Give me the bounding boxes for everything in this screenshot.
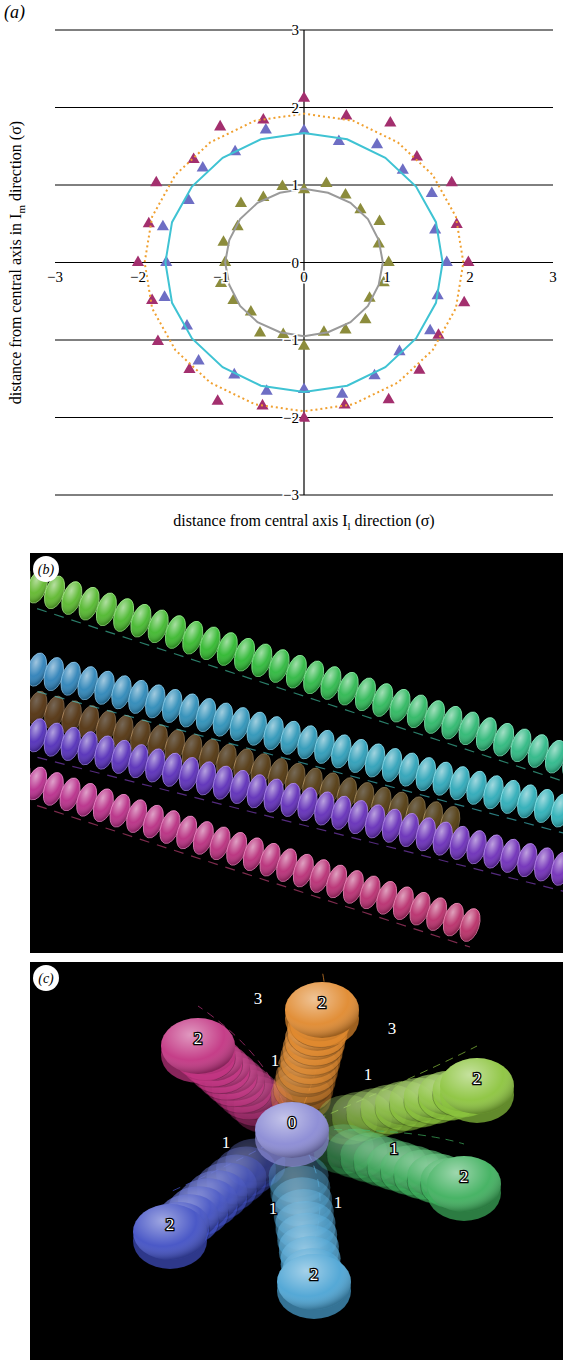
svg-text:(c): (c)	[38, 971, 54, 987]
svg-text:2: 2	[194, 1029, 203, 1048]
svg-text:distance from central axis in: distance from central axis in Im directi…	[7, 121, 27, 404]
svg-text:−2: −2	[130, 269, 146, 285]
svg-text:0: 0	[288, 1113, 297, 1132]
svg-text:2: 2	[473, 1069, 482, 1088]
html-text:(a): (a)	[4, 2, 25, 22]
svg-text:3: 3	[549, 269, 557, 285]
svg-text:1: 1	[364, 1065, 373, 1084]
svg-text:1: 1	[334, 1193, 343, 1212]
svg-text:1: 1	[222, 1133, 231, 1152]
svg-text:−1: −1	[213, 269, 229, 285]
svg-text:(b): (b)	[38, 562, 55, 578]
svg-text:2: 2	[318, 993, 327, 1012]
svg-text:−3: −3	[283, 487, 299, 503]
svg-text:2: 2	[310, 1265, 319, 1284]
svg-text:distance from central axis Il: distance from central axis Il direction …	[173, 512, 434, 532]
svg-text:0: 0	[300, 269, 308, 285]
svg-text:3: 3	[388, 1019, 397, 1038]
svg-text:1: 1	[390, 1139, 399, 1158]
svg-text:2: 2	[292, 100, 300, 116]
svg-text:−3: −3	[47, 269, 63, 285]
svg-text:1: 1	[383, 269, 391, 285]
svg-text:1: 1	[271, 1051, 280, 1070]
svg-text:2: 2	[460, 1167, 469, 1186]
svg-text:0: 0	[292, 255, 300, 271]
svg-text:2: 2	[466, 269, 474, 285]
svg-text:−2: −2	[283, 410, 299, 426]
svg-text:3: 3	[292, 22, 300, 38]
svg-text:1: 1	[269, 1199, 278, 1218]
svg-text:3: 3	[254, 989, 263, 1008]
svg-text:2: 2	[166, 1215, 175, 1234]
svg-text:−1: −1	[283, 332, 299, 348]
svg-text:1: 1	[292, 177, 300, 193]
